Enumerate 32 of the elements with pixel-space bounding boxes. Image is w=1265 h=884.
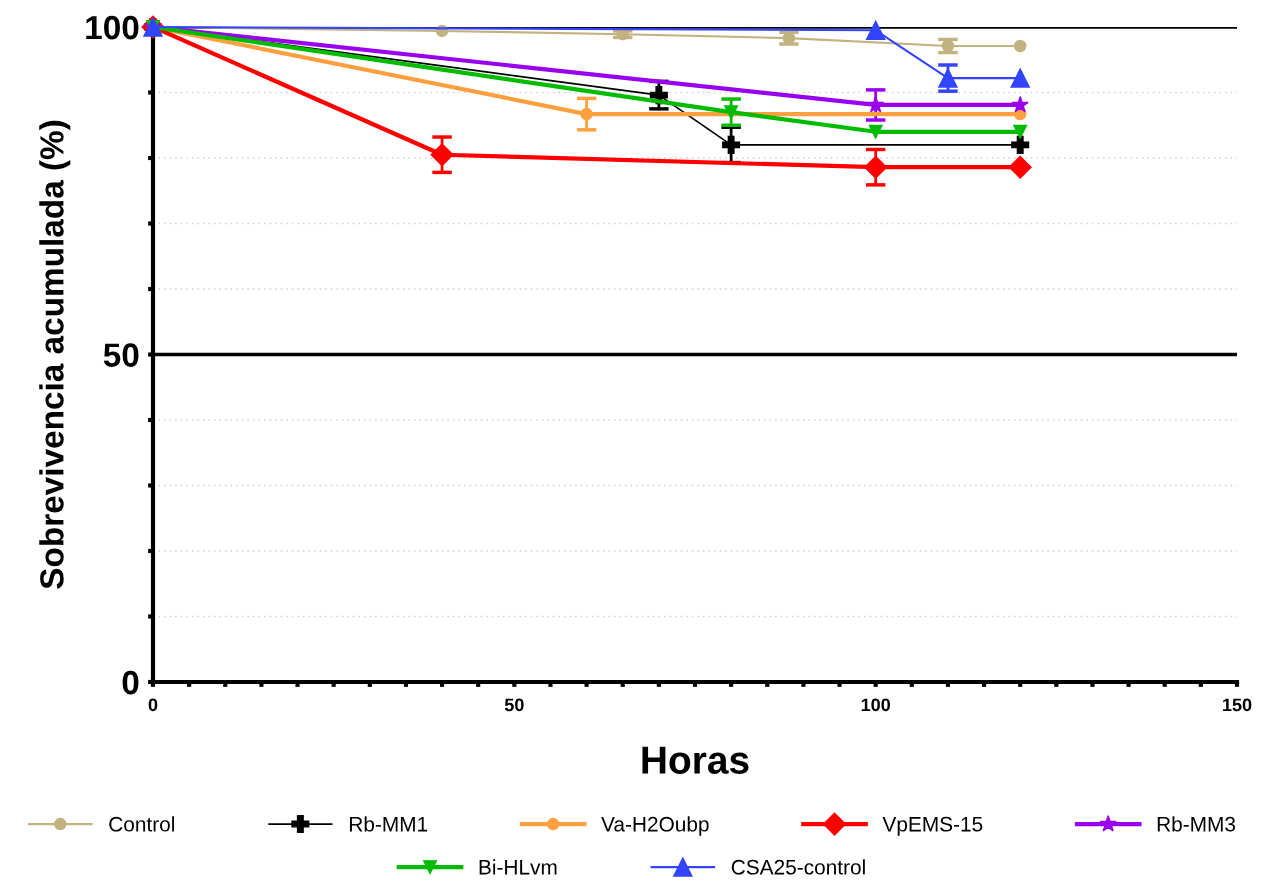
x-tick-label: 100 <box>861 698 890 712</box>
legend-label: Rb-MM3 <box>1157 816 1236 832</box>
legend-label: Control <box>109 816 174 832</box>
legend-label: Bi-HLvm <box>479 859 557 875</box>
point <box>868 124 883 139</box>
x-tick-label: 50 <box>504 698 524 712</box>
y-tick-label: 100 <box>86 15 139 40</box>
point <box>722 135 741 154</box>
y-axis-title: Sobrevivencia acumulada (%) <box>39 120 71 589</box>
y-tick-label: 0 <box>122 670 139 695</box>
y-tick-label: 50 <box>103 343 139 367</box>
legend-label: CSA25-control <box>731 859 865 875</box>
point <box>864 155 888 179</box>
point <box>1010 68 1030 88</box>
point <box>1013 39 1027 53</box>
point <box>580 107 593 121</box>
point <box>1008 155 1032 179</box>
point <box>865 20 886 40</box>
point <box>1011 95 1029 113</box>
point <box>938 68 958 88</box>
legend-label: Rb-MM1 <box>349 816 428 832</box>
point <box>430 143 454 167</box>
x-axis-title: Horas <box>642 746 749 774</box>
x-tick-label: 0 <box>148 698 158 712</box>
legend-label: VpEMS-15 <box>882 816 983 836</box>
point <box>724 105 739 120</box>
point <box>867 95 885 113</box>
x-tick-label: 150 <box>1223 698 1252 712</box>
point <box>1011 135 1030 154</box>
point <box>616 27 629 41</box>
legend-label: Va-H2Oubp <box>601 816 709 836</box>
point <box>1013 124 1028 139</box>
